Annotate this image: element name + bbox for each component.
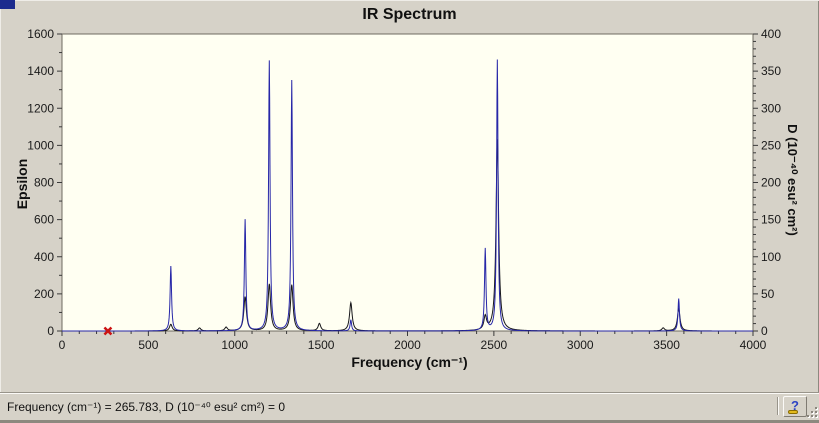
x-tick-label: 2000 xyxy=(394,338,421,352)
y-right-tick-label: 0 xyxy=(761,324,768,338)
y-right-tick-label: 250 xyxy=(761,138,781,152)
y-right-tick-label: 150 xyxy=(761,213,781,227)
chart-title: IR Spectrum xyxy=(362,6,457,23)
status-readout: Frequency (cm⁻¹) = 265.783, D (10⁻⁴⁰ esu… xyxy=(7,399,286,414)
plot-area[interactable] xyxy=(61,33,754,332)
y-left-tick-label: 800 xyxy=(34,176,54,190)
resize-grip[interactable] xyxy=(805,405,818,418)
y-left-tick-label: 0 xyxy=(47,324,54,338)
y-left-tick-label: 1200 xyxy=(27,101,54,115)
key-icon xyxy=(788,410,798,414)
titlebar-fragment xyxy=(0,0,15,9)
ir-spectrum-chart[interactable]: 0 500 1000 1500 2000 2500 3000 3500 400002004006… xyxy=(0,26,819,358)
help-button[interactable]: ? xyxy=(783,396,807,417)
window-bottom-edge xyxy=(0,420,819,423)
x-axis-title: Frequency (cm⁻¹) xyxy=(351,354,468,370)
x-tick-label: 3000 xyxy=(567,338,594,352)
y-axis-left-title: Epsilon xyxy=(14,158,30,210)
y-left-tick-label: 200 xyxy=(34,287,54,301)
y-left-tick-label: 400 xyxy=(34,250,54,264)
y-left-tick-label: 1000 xyxy=(27,138,54,152)
y-right-tick-label: 400 xyxy=(761,27,781,41)
y-right-tick-label: 50 xyxy=(761,287,775,301)
x-tick-label: 1000 xyxy=(221,338,248,352)
y-right-tick-label: 300 xyxy=(761,101,781,115)
x-tick-label: 3500 xyxy=(653,338,680,352)
help-icon: ? xyxy=(791,398,799,413)
y-axis-right-title: D (10⁻⁴⁰ esu² cm²) xyxy=(785,124,800,236)
cursor-marker xyxy=(103,326,113,336)
x-tick-label: 4000 xyxy=(740,338,767,352)
y-left-tick-label: 1600 xyxy=(27,27,54,41)
statusbar-separator xyxy=(777,397,779,415)
x-tick-label: 0 xyxy=(59,338,66,352)
series-Epsilon xyxy=(62,59,753,332)
status-bar: Frequency (cm⁻¹) = 265.783, D (10⁻⁴⁰ esu… xyxy=(0,392,819,420)
y-right-tick-label: 200 xyxy=(761,176,781,190)
y-right-tick-label: 350 xyxy=(761,64,781,78)
x-tick-label: 1500 xyxy=(308,338,335,352)
y-right-tick-label: 100 xyxy=(761,250,781,264)
x-tick-label: 2500 xyxy=(481,338,508,352)
y-left-tick-label: 1400 xyxy=(27,64,54,78)
y-left-tick-label: 600 xyxy=(34,213,54,227)
x-tick-label: 500 xyxy=(138,338,158,352)
